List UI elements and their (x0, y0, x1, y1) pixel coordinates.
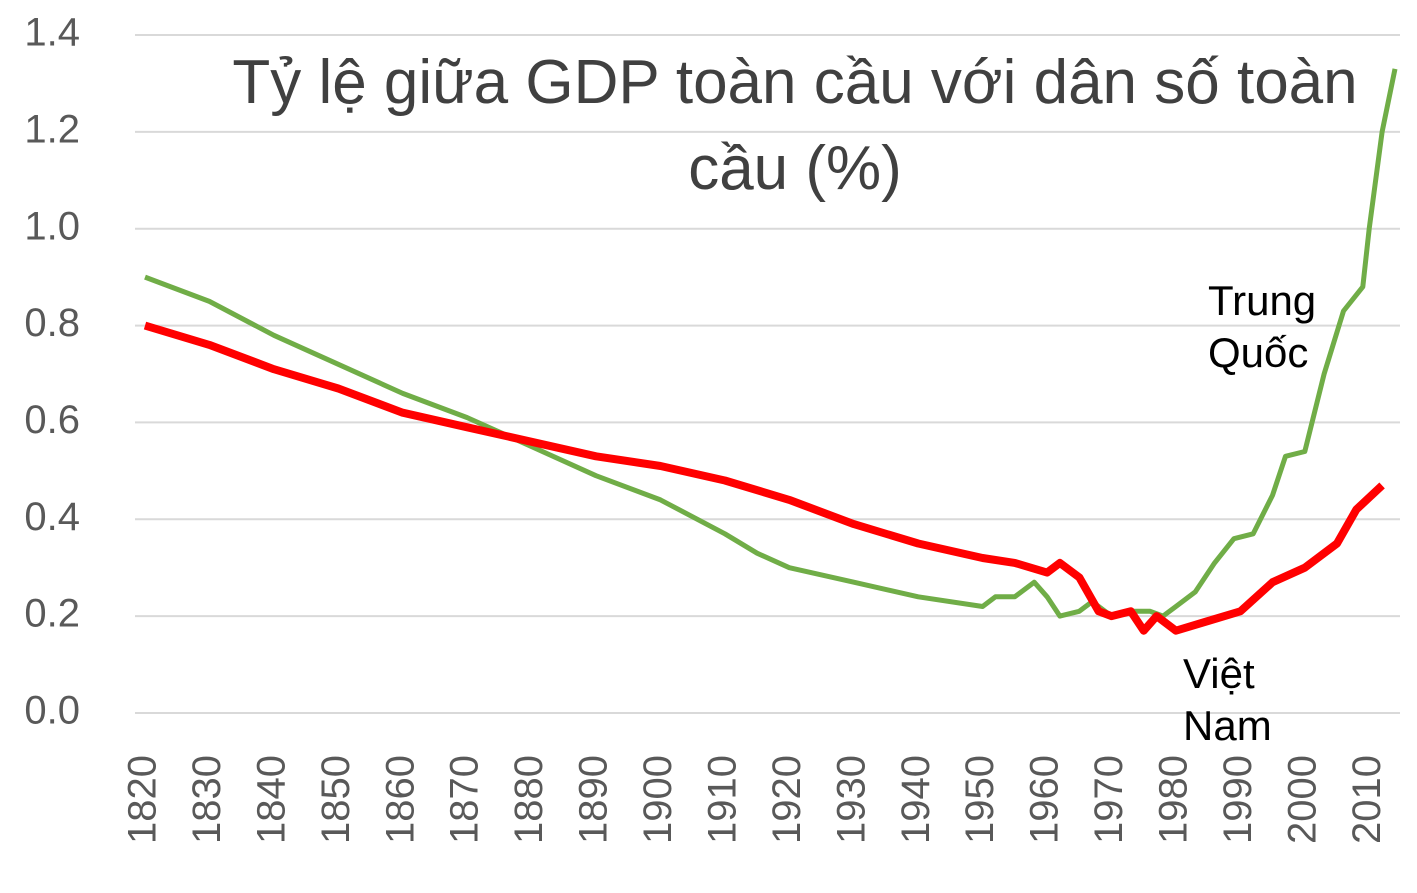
x-tick-label: 1920 (765, 755, 809, 844)
x-tick-label: 1850 (314, 755, 358, 844)
x-tick-label: 1990 (1216, 755, 1260, 844)
y-tick-label: 0.8 (24, 301, 80, 345)
series-label: Việt Nam (1183, 650, 1272, 749)
y-tick-label: 0.4 (24, 495, 80, 539)
y-tick-label: 1.4 (24, 11, 80, 55)
chart-title: Tỷ lệ giữa GDP toàn cầu với dân số toàn … (232, 48, 1358, 203)
series-line (143, 321, 1385, 635)
series-label: Trung Quốc (1208, 277, 1317, 376)
x-tick-label: 1860 (378, 755, 422, 844)
y-tick-label: 0.6 (24, 398, 80, 442)
x-tick-label: 1830 (185, 755, 229, 844)
x-tick-label: 1980 (1151, 755, 1195, 844)
x-tick-label: 1820 (121, 755, 165, 844)
x-tick-label: 2010 (1345, 755, 1389, 844)
y-tick-label: 0.2 (24, 592, 80, 636)
y-tick-label: 1.2 (24, 107, 80, 151)
x-tick-label: 1880 (507, 755, 551, 844)
x-tick-label: 1900 (636, 755, 680, 844)
series-line (144, 68, 1398, 619)
x-tick-label: 1890 (572, 755, 616, 844)
x-tick-label: 1950 (958, 755, 1002, 844)
x-tick-label: 1930 (829, 755, 873, 844)
x-tick-label: 1970 (1087, 755, 1131, 844)
x-tick-label: 2000 (1280, 755, 1324, 844)
y-tick-label: 0.0 (24, 689, 80, 733)
x-tick-label: 1960 (1023, 755, 1067, 844)
x-tick-label: 1910 (700, 755, 744, 844)
y-tick-label: 1.0 (24, 204, 80, 248)
x-tick-label: 1870 (443, 755, 487, 844)
x-tick-label: 1840 (249, 755, 293, 844)
x-tick-label: 1940 (894, 755, 938, 844)
